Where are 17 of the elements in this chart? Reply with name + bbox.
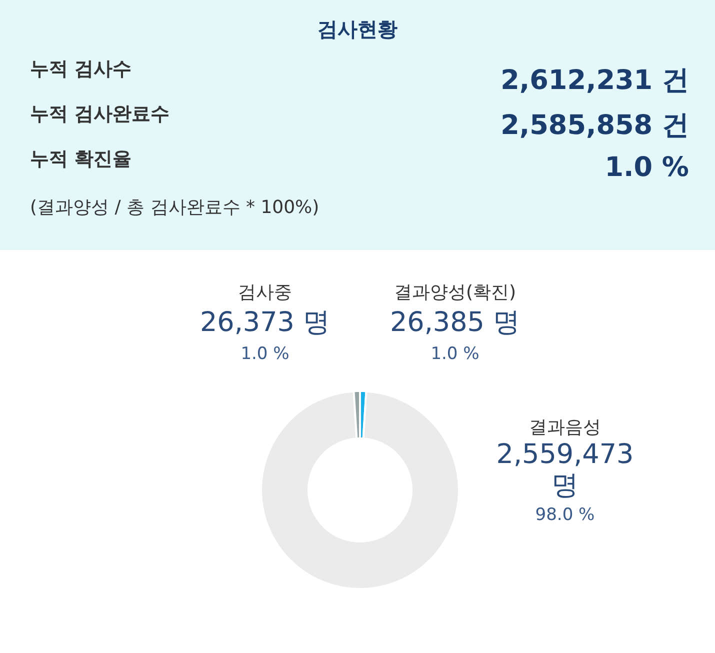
text: 누적 검사수 <box>30 57 132 82</box>
text: 누적 검사완료수 <box>30 102 170 127</box>
data-label: 2,559,473 명 <box>495 439 635 502</box>
slice-label: 검사중 <box>238 282 292 303</box>
text: 누적 확진율 <box>30 147 132 172</box>
text: 1.0 % <box>604 152 689 183</box>
data-label: 26,385 명 <box>390 307 520 338</box>
text: 2,585,858 건 <box>500 109 689 143</box>
data-label: 26,373 명 <box>200 307 330 338</box>
slice-label: 결과양성(확진) <box>392 281 518 304</box>
slice-label: 결과음성 <box>528 416 602 439</box>
text: 검사현황 <box>316 16 398 43</box>
text: (결과양성 / 총 검사완료수 * 100%) <box>30 196 320 219</box>
text: 2,612,231 건 <box>500 64 689 98</box>
text: 1.0 % <box>240 344 290 364</box>
text: 1.0 % <box>430 344 480 364</box>
text: 98.0 % <box>535 505 595 526</box>
